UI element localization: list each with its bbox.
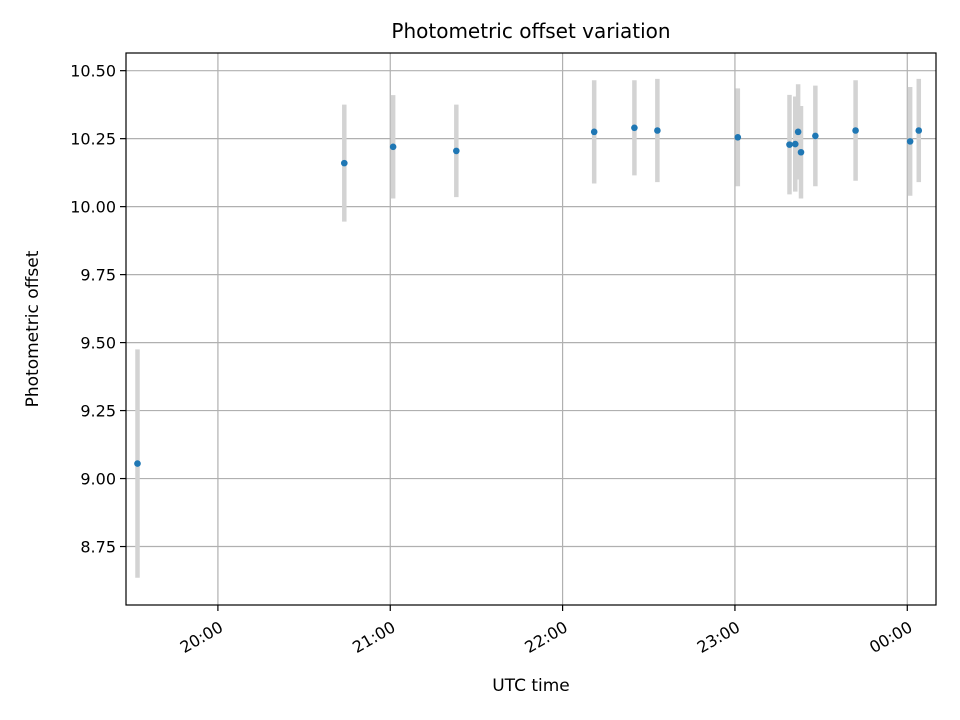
x-tick-label: 00:00 [866,617,915,657]
plot-frame [125,52,937,606]
data-point [794,128,802,136]
data-point [654,127,661,134]
data-point [906,138,914,145]
y-tick-label: 10.00 [70,198,116,217]
data-point [812,132,819,140]
data-point [453,147,460,155]
x-tick-label: 23:00 [694,617,743,657]
x-axis-title: UTC time [492,676,570,696]
x-tick-label: 21:00 [349,617,398,657]
data-point [389,143,397,151]
grid-lines [126,53,936,605]
data-point [791,140,799,148]
chart-title: Photometric offset variation [391,19,670,43]
y-tick-label: 9.50 [80,334,116,353]
data-point [915,127,923,134]
y-tick-label: 9.25 [80,402,116,421]
x-tick-label: 20:00 [177,617,226,657]
data-point [631,124,638,132]
data-point [797,148,805,156]
data-point [786,141,793,148]
data-point [852,127,859,134]
y-tick-label: 9.00 [80,470,116,489]
y-tick-label: 9.75 [80,266,116,285]
y-tick-label: 8.75 [80,538,116,557]
data-point [340,159,348,167]
x-tick-label: 22:00 [521,617,570,657]
data-point [590,128,598,136]
y-axis-title: Photometric offset [23,250,43,407]
data-point [134,460,141,467]
data-point [734,133,742,141]
data-points [134,124,923,467]
x-axis-ticks: 20:00 21:00 22:00 23:00 00:00 [177,605,916,657]
y-tick-label: 10.25 [70,130,116,149]
y-axis-ticks: 8.75 9.00 9.25 9.50 9.75 10.00 10.25 10.50 [70,62,126,557]
y-tick-label: 10.50 [70,62,116,81]
